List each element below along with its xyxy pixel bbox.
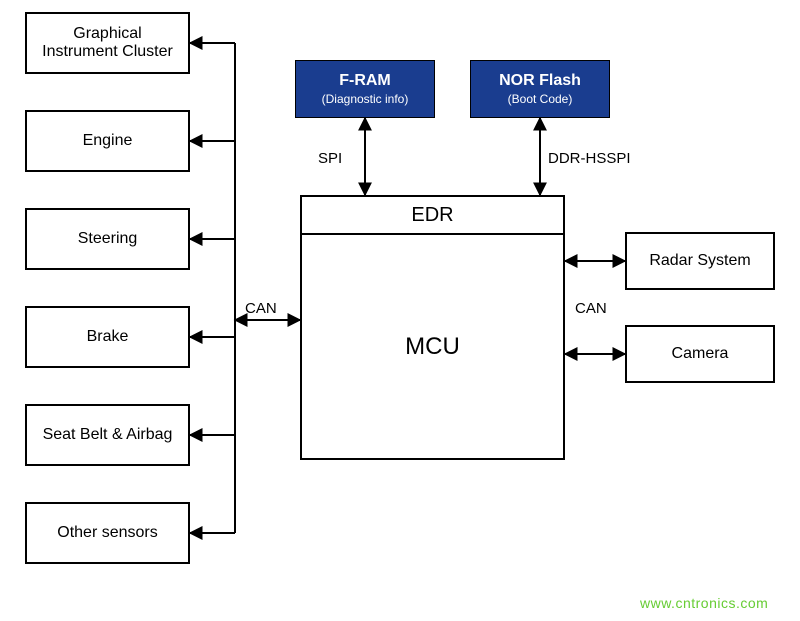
label-ddr-hsspi: DDR-HSSPI [548, 150, 631, 167]
fram-sub: (Diagnostic info) [322, 92, 409, 106]
node-engine: Engine [25, 110, 190, 172]
node-steering: Steering [25, 208, 190, 270]
edr-header: EDR [300, 195, 565, 235]
watermark: www.cntronics.com [640, 595, 768, 611]
label-can-left: CAN [245, 300, 277, 317]
mcu-body: MCU [300, 235, 565, 460]
node-seatbelt-airbag: Seat Belt & Airbag [25, 404, 190, 466]
node-brake: Brake [25, 306, 190, 368]
node-graphical-instrument-cluster: Graphical Instrument Cluster [25, 12, 190, 74]
label-can-right: CAN [575, 300, 607, 317]
fram-title: F-RAM [339, 72, 391, 90]
nor-sub: (Boot Code) [508, 92, 573, 106]
node-camera: Camera [625, 325, 775, 383]
node-nor-flash: NOR Flash (Boot Code) [470, 60, 610, 118]
node-fram: F-RAM (Diagnostic info) [295, 60, 435, 118]
node-radar-system: Radar System [625, 232, 775, 290]
node-other-sensors: Other sensors [25, 502, 190, 564]
nor-title: NOR Flash [499, 72, 581, 90]
label-spi: SPI [318, 150, 342, 167]
